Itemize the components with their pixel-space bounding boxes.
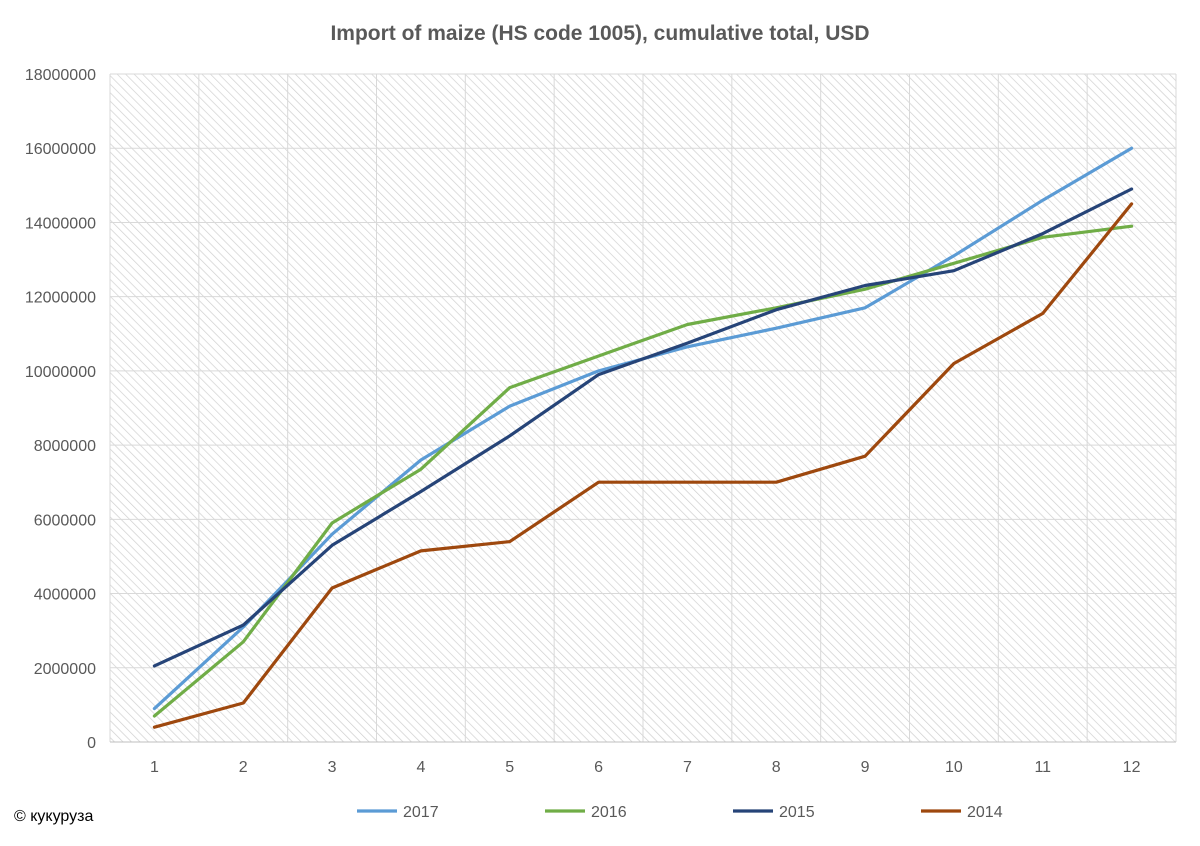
- legend-label-2017: 2017: [403, 804, 439, 821]
- x-tick-label: 3: [328, 759, 337, 776]
- chart-title: Import of maize (HS code 1005), cumulati…: [330, 22, 869, 45]
- y-tick-label: 8000000: [34, 438, 96, 455]
- series-lines: [152, 146, 1134, 729]
- x-tick-label: 2: [239, 759, 248, 776]
- y-tick-label: 4000000: [34, 587, 96, 604]
- x-tick-label: 1: [150, 759, 159, 776]
- series-line-2016: [152, 224, 1134, 718]
- y-tick-label: 0: [87, 735, 96, 752]
- y-tick-label: 16000000: [25, 141, 96, 158]
- x-tick-label: 6: [594, 759, 603, 776]
- y-tick-label: 2000000: [34, 661, 96, 678]
- x-tick-label: 4: [416, 759, 425, 776]
- y-tick-label: 18000000: [25, 67, 96, 84]
- x-tick-label: 7: [683, 759, 692, 776]
- x-tick-label: 12: [1123, 759, 1141, 776]
- legend-label-2015: 2015: [779, 804, 815, 821]
- grid-lines: [109, 73, 1177, 743]
- x-tick-label: 11: [1034, 759, 1051, 776]
- y-tick-label: 10000000: [25, 364, 96, 381]
- y-tick-label: 6000000: [34, 512, 96, 529]
- legend-label-2014: 2014: [967, 804, 1003, 821]
- x-tick-label: 8: [772, 759, 781, 776]
- x-tick-label: 9: [861, 759, 870, 776]
- x-tick-label: 5: [505, 759, 514, 776]
- series-line-2015: [152, 187, 1134, 668]
- y-tick-label: 12000000: [25, 290, 96, 307]
- axes: 0 2000000 4000000 6000000 8000000 10000000 120…: [25, 67, 1176, 776]
- copyright-text: © кукуруза: [14, 808, 94, 825]
- y-tick-label: 14000000: [25, 215, 96, 232]
- x-tick-label: 10: [945, 759, 963, 776]
- legend-label-2016: 2016: [591, 804, 627, 821]
- legend: 2017 2016 2015 2014: [357, 804, 1003, 821]
- series-line-2014: [152, 202, 1134, 729]
